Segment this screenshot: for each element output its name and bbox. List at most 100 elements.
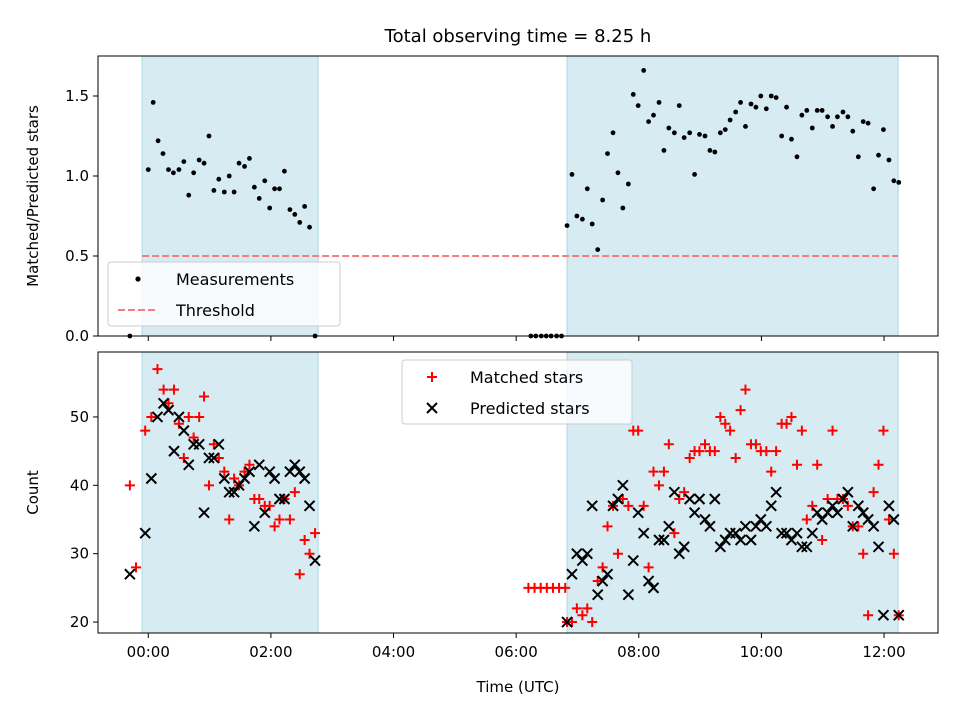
matched-star-point: [761, 446, 772, 457]
matched-star-point: [878, 425, 889, 436]
shaded-interval: [566, 55, 899, 337]
measurement-point: [697, 132, 702, 137]
predicted-star-point: [872, 541, 885, 553]
matched-star-point: [700, 439, 711, 450]
matched-star-point: [791, 459, 802, 470]
predicted-star-point: [806, 527, 819, 539]
predicted-star-point: [791, 527, 803, 539]
predicted-star-point: [228, 486, 240, 498]
matched-star-point: [617, 493, 628, 504]
measurement-point: [181, 159, 187, 165]
matched-star-point: [566, 617, 577, 628]
x-tick-label: 12:00: [862, 643, 905, 661]
measurement-point: [564, 223, 570, 229]
top-panel: 0.0 0.5 1.0 1.5 Total observing time = 8.25 …: [24, 26, 939, 345]
predicted-star-point: [178, 424, 190, 437]
measurement-point: [733, 109, 739, 115]
matched-star-point: [853, 521, 864, 532]
matched-star-point: [873, 459, 884, 470]
y-axis-label: Matched/Predicted stars: [24, 105, 42, 287]
matched-star-point: [658, 466, 669, 477]
predicted-star-point: [831, 506, 844, 519]
matched-star-point: [587, 617, 598, 628]
predicted-star-point: [213, 438, 225, 451]
measurement-point: [651, 112, 656, 118]
matched-star-point: [796, 425, 807, 436]
measurement-point: [625, 181, 631, 187]
matched-star-point: [244, 459, 255, 470]
matched-star-point: [812, 459, 823, 470]
x-tick-label: 06:00: [495, 643, 538, 661]
measurement-point: [671, 130, 677, 136]
axes-frame: [97, 351, 939, 634]
predicted-star-point: [263, 465, 276, 478]
predicted-star-point: [857, 506, 869, 519]
measurement-point: [610, 130, 616, 136]
predicted-star-point: [238, 472, 251, 485]
x-tick-label: 02:00: [249, 643, 292, 661]
measurement-point: [896, 180, 902, 185]
measurement-point: [881, 127, 886, 132]
measurement-point: [242, 164, 247, 169]
measurement-point: [206, 133, 212, 139]
predicted-star-point: [145, 472, 158, 485]
measurement-point: [150, 100, 156, 105]
predicted-star-point: [729, 527, 742, 539]
predicted-star-point: [734, 534, 747, 546]
matched-star-point: [694, 446, 705, 457]
measurement-point: [166, 167, 171, 173]
predicted-star-point: [658, 534, 670, 546]
matched-star-point: [199, 391, 210, 402]
predicted-star-point: [867, 520, 880, 533]
matched-star-point: [883, 514, 894, 525]
predicted-star-point: [842, 486, 854, 498]
matched-star-point: [654, 480, 665, 491]
measurement-point: [646, 119, 651, 124]
predicted-star-point: [801, 541, 813, 553]
matched-star-point: [863, 610, 874, 621]
matched-star-point: [269, 521, 280, 532]
predicted-star-point: [223, 486, 235, 498]
matched-star-point: [571, 603, 582, 614]
measurement-point: [661, 148, 667, 153]
y-tick-label: 1.5: [65, 87, 89, 105]
measurement-point: [784, 104, 789, 110]
predicted-star-point: [693, 493, 706, 505]
predicted-star-point: [208, 452, 220, 464]
predicted-star-point: [775, 527, 788, 539]
matched-star-point: [709, 446, 720, 457]
predicted-star-point: [883, 500, 895, 512]
measurement-point: [262, 178, 268, 184]
y-tick-label: 0.0: [65, 327, 89, 345]
measurement-point: [692, 172, 697, 177]
y-tick-label: 50: [70, 408, 89, 426]
predicted-star-point: [888, 513, 900, 526]
predicted-star-point: [688, 506, 701, 519]
predicted-star-point: [278, 493, 291, 505]
measurement-point: [256, 196, 262, 201]
matched-star-point: [577, 610, 588, 621]
legend-matched-swatch: [427, 372, 437, 382]
measurement-point: [722, 127, 728, 132]
measurement-point: [804, 108, 810, 113]
matched-star-point: [786, 411, 797, 422]
measurement-point: [630, 92, 636, 97]
predicted-star-point: [162, 404, 175, 416]
predicted-star-point: [683, 493, 696, 505]
predicted-star-point: [596, 575, 609, 587]
matched-star-point: [582, 603, 593, 614]
measurement-point: [773, 95, 779, 100]
measurement-point: [860, 119, 866, 124]
matched-star-point: [239, 466, 250, 477]
measurement-point: [211, 188, 217, 193]
measurement-point: [886, 157, 892, 163]
matched-star-point: [169, 384, 180, 395]
measurement-point: [307, 224, 312, 230]
predicted-star-point: [622, 589, 635, 601]
predicted-star-point: [151, 411, 164, 423]
measurement-point: [191, 170, 197, 176]
matched-star-point: [643, 562, 654, 573]
predicted-star-point: [561, 616, 573, 628]
predicted-star-point: [576, 554, 589, 567]
x-axis-label: Time (UTC): [476, 678, 560, 696]
